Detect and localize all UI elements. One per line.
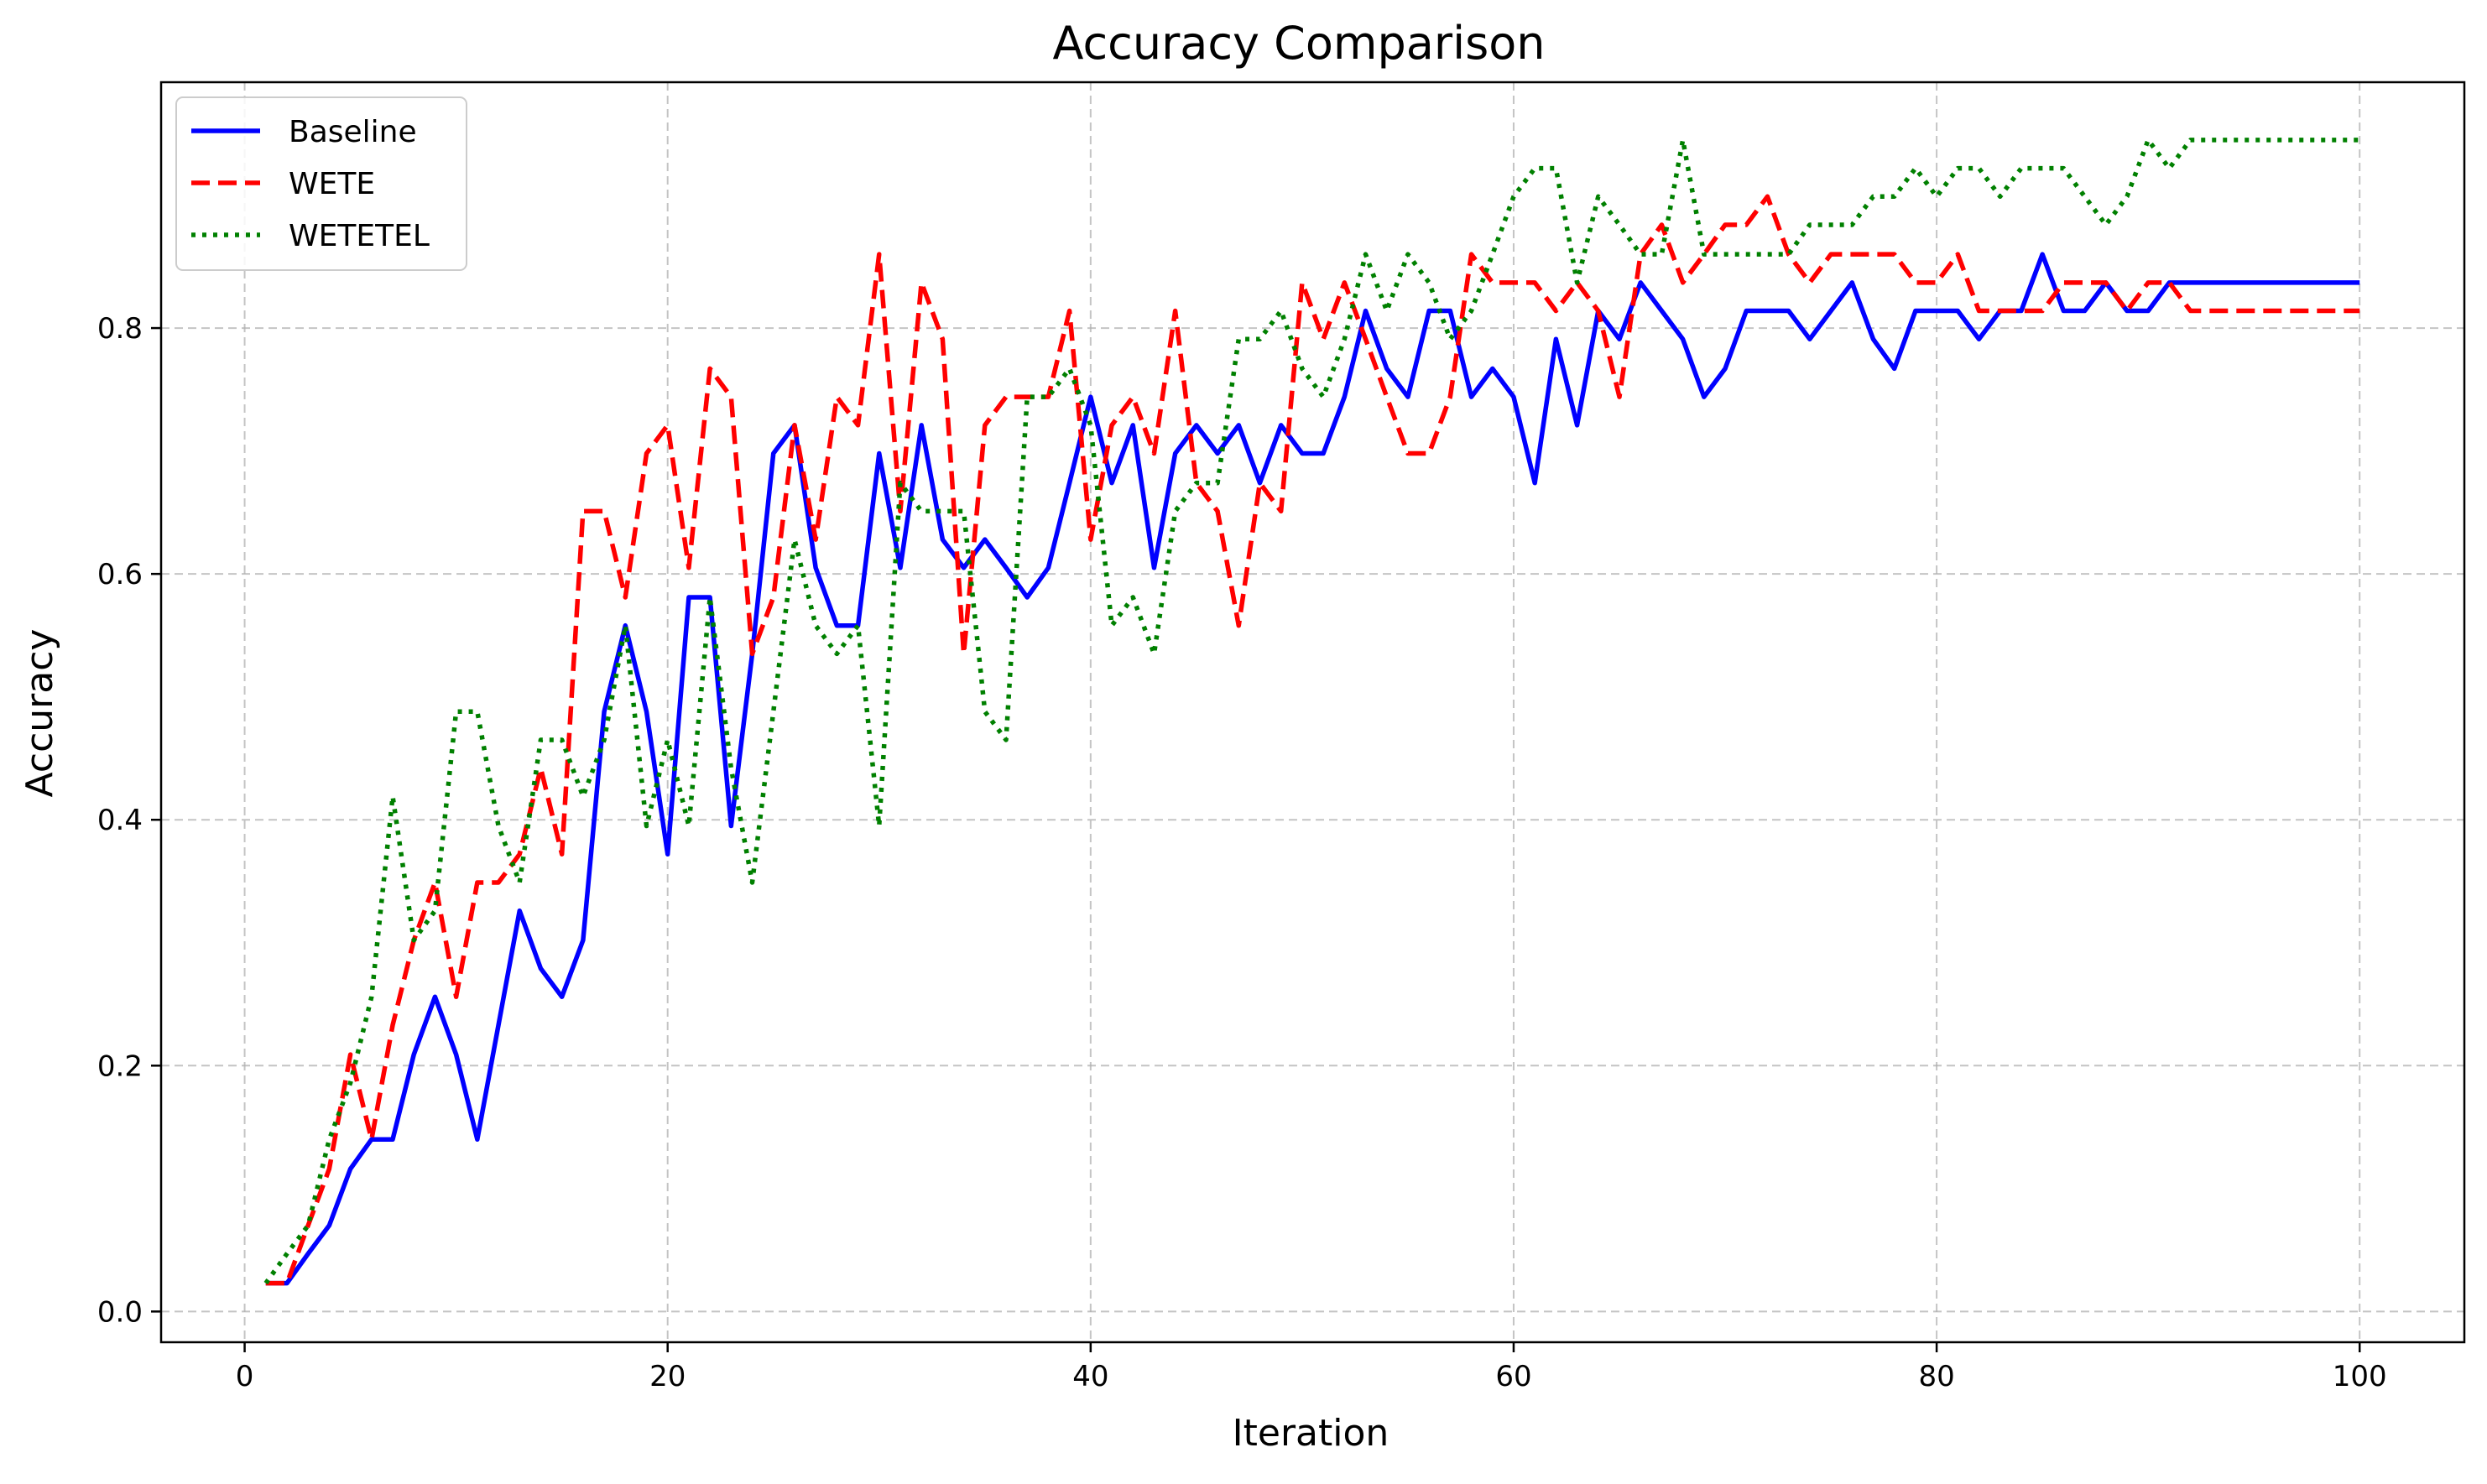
grid-lines: [161, 82, 2464, 1342]
x-tick-label: 0: [236, 1360, 254, 1393]
x-tick-label: 20: [649, 1360, 686, 1393]
y-tick-label: 0.6: [97, 558, 143, 591]
legend-label-wetetel: WETETEL: [289, 219, 430, 253]
x-tick-label: 60: [1495, 1360, 1531, 1393]
legend-label-wete: WETE: [289, 167, 375, 201]
legend-label-baseline: Baseline: [289, 115, 417, 149]
chart-title: Accuracy Comparison: [1052, 17, 1545, 70]
series-lines: [263, 138, 2360, 1286]
plot-frame: [159, 81, 2466, 1344]
y-axis-label: Accuracy: [18, 629, 61, 798]
axis-ticks: 0 20 40 60 80 100 0.0 0.2 0.4 0.6 0.8: [97, 312, 2387, 1393]
x-axis-label: Iteration: [1233, 1412, 1389, 1455]
y-tick-label: 0.8: [97, 312, 143, 346]
y-tick-label: 0.0: [97, 1295, 143, 1329]
y-tick-label: 0.2: [97, 1049, 143, 1083]
series-line-wete: [265, 194, 2360, 1286]
y-tick-label: 0.4: [97, 804, 143, 837]
x-tick-label: 80: [1918, 1360, 1954, 1393]
legend-box: [175, 96, 467, 271]
x-tick-label: 40: [1072, 1360, 1108, 1393]
x-tick-label: 100: [2333, 1360, 2387, 1393]
legend: Baseline WETE WETETEL: [175, 96, 467, 271]
